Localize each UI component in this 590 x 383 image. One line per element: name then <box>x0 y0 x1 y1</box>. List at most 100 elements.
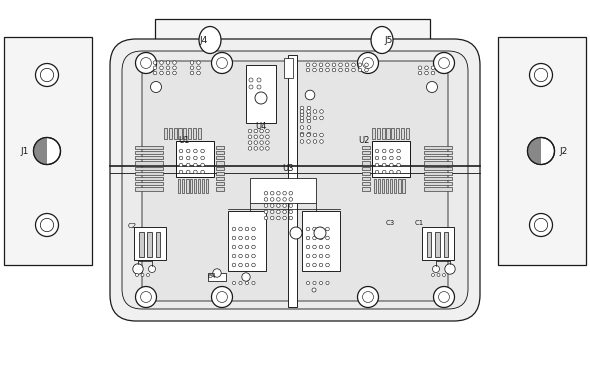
Bar <box>216 161 224 165</box>
Circle shape <box>277 204 280 208</box>
Circle shape <box>326 245 329 249</box>
Bar <box>377 128 380 139</box>
Circle shape <box>320 140 323 143</box>
Circle shape <box>248 147 252 150</box>
Circle shape <box>270 204 274 208</box>
Circle shape <box>264 204 268 208</box>
Circle shape <box>352 63 355 67</box>
Circle shape <box>389 156 393 160</box>
Circle shape <box>186 156 190 160</box>
Circle shape <box>34 137 61 165</box>
Bar <box>194 179 196 193</box>
Circle shape <box>389 163 393 167</box>
Text: C2: C2 <box>128 223 137 229</box>
Circle shape <box>153 61 157 64</box>
Circle shape <box>418 71 422 75</box>
Ellipse shape <box>371 26 393 54</box>
Circle shape <box>136 286 156 308</box>
Circle shape <box>307 132 311 136</box>
Circle shape <box>160 61 163 64</box>
Circle shape <box>307 110 310 113</box>
Circle shape <box>255 92 267 104</box>
Circle shape <box>245 282 248 285</box>
Circle shape <box>190 71 194 75</box>
Circle shape <box>232 245 236 249</box>
Circle shape <box>313 133 317 137</box>
Bar <box>135 151 163 154</box>
Circle shape <box>270 192 274 195</box>
Circle shape <box>358 63 362 67</box>
Circle shape <box>442 273 445 277</box>
Circle shape <box>307 133 310 137</box>
Circle shape <box>266 147 269 150</box>
Circle shape <box>232 227 236 231</box>
Circle shape <box>283 192 286 195</box>
Circle shape <box>239 263 242 267</box>
Circle shape <box>283 204 286 208</box>
Circle shape <box>300 116 304 120</box>
Circle shape <box>535 68 548 82</box>
Circle shape <box>314 227 326 239</box>
Circle shape <box>345 63 349 67</box>
Circle shape <box>201 156 204 160</box>
Circle shape <box>283 198 286 201</box>
Bar <box>216 182 224 185</box>
Bar <box>382 179 385 193</box>
Bar <box>427 232 431 257</box>
Circle shape <box>339 68 342 72</box>
Bar <box>391 128 394 139</box>
Bar <box>362 172 370 175</box>
Bar <box>374 179 376 193</box>
Circle shape <box>277 198 280 201</box>
Bar <box>188 128 191 139</box>
Bar <box>382 128 385 139</box>
Circle shape <box>313 63 316 67</box>
Bar <box>284 58 293 78</box>
Circle shape <box>300 119 304 123</box>
Circle shape <box>300 106 304 110</box>
Circle shape <box>196 66 200 70</box>
Circle shape <box>437 273 440 277</box>
Circle shape <box>326 254 329 258</box>
Bar <box>135 146 163 149</box>
Bar <box>135 187 163 191</box>
Bar <box>135 172 163 175</box>
Text: J1: J1 <box>21 147 29 155</box>
Bar <box>216 187 224 191</box>
Circle shape <box>217 291 228 303</box>
Bar <box>362 146 370 149</box>
Circle shape <box>397 149 401 153</box>
Circle shape <box>313 245 316 249</box>
Circle shape <box>40 68 54 82</box>
Circle shape <box>362 291 373 303</box>
Bar <box>424 182 452 185</box>
FancyBboxPatch shape <box>110 39 480 321</box>
Circle shape <box>300 132 304 136</box>
Circle shape <box>153 71 157 75</box>
Circle shape <box>211 52 232 74</box>
Bar <box>198 179 201 193</box>
Circle shape <box>136 52 156 74</box>
Circle shape <box>260 147 263 150</box>
Circle shape <box>289 192 293 195</box>
Circle shape <box>313 263 316 267</box>
Circle shape <box>438 57 450 69</box>
Circle shape <box>313 110 317 113</box>
Circle shape <box>319 263 323 267</box>
Bar <box>362 156 370 159</box>
Circle shape <box>320 110 323 113</box>
Bar <box>424 156 452 159</box>
Circle shape <box>149 265 156 272</box>
Bar <box>164 128 167 139</box>
Bar <box>139 232 143 257</box>
Circle shape <box>397 156 401 160</box>
Circle shape <box>434 286 454 308</box>
Circle shape <box>289 198 293 201</box>
Circle shape <box>306 68 310 72</box>
Text: J4: J4 <box>200 36 208 44</box>
Bar <box>135 182 163 185</box>
Circle shape <box>270 216 274 220</box>
Text: U4: U4 <box>255 122 266 131</box>
Circle shape <box>245 227 249 231</box>
Circle shape <box>434 52 454 74</box>
